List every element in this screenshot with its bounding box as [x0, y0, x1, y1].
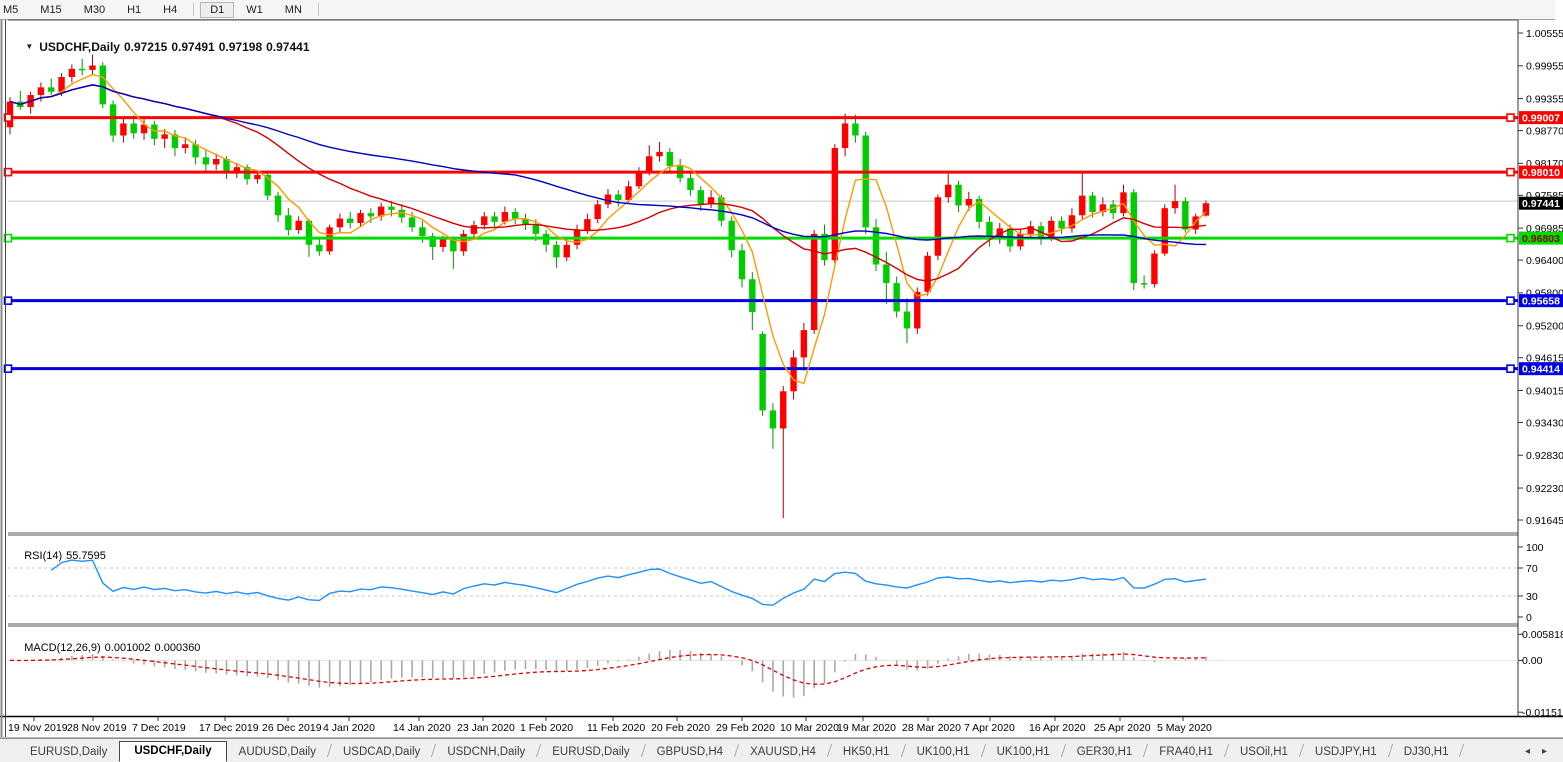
chart-tab-eurusd-daily[interactable]: EURUSD,Daily: [30, 746, 108, 758]
svg-text:0.91645: 0.91645: [1526, 515, 1563, 527]
timeframe-button-m15[interactable]: M15: [40, 3, 62, 16]
chart-tab-uk100-h1[interactable]: UK100,H1: [916, 746, 970, 758]
macd-signal-value: 0.000360: [154, 642, 201, 654]
svg-text:0.99355: 0.99355: [1526, 93, 1563, 105]
svg-text:0.99007: 0.99007: [1522, 112, 1560, 124]
macd-indicator-label: MACD(12,26,9) 0.001002 0.000360: [12, 630, 204, 666]
chart-tab-xauusd-h4[interactable]: XAUUSD,H4: [750, 746, 816, 758]
chart-symbol: USDCHF,Daily: [39, 40, 120, 54]
svg-text:17 Dec 2019: 17 Dec 2019: [199, 722, 259, 734]
svg-text:0.96803: 0.96803: [1522, 233, 1560, 245]
tab-scroll-arrows: ◂ ▸: [1525, 746, 1547, 757]
svg-text:20 Feb 2020: 20 Feb 2020: [651, 722, 710, 734]
macd-name: MACD(12,26,9): [24, 642, 101, 654]
timeframe-button-h1[interactable]: H1: [127, 3, 142, 16]
chart-tab-audusd-daily[interactable]: AUDUSD,Daily: [238, 746, 316, 758]
ohlc-open: 0.97215: [123, 40, 168, 54]
svg-text:28 Nov 2019: 28 Nov 2019: [67, 722, 127, 734]
chart-tab-eurusd-daily[interactable]: EURUSD,Daily: [552, 746, 630, 758]
svg-text:0.92230: 0.92230: [1526, 483, 1563, 495]
svg-text:0.95200: 0.95200: [1526, 321, 1563, 333]
chart-tab-bar: EURUSD,Daily USDCHF,Daily AUDUSD,Daily USDC…: [0, 738, 1563, 762]
ohlc-high: 0.97491: [171, 40, 215, 54]
svg-text:0.95658: 0.95658: [1522, 295, 1560, 307]
svg-text:23 Jan 2020: 23 Jan 2020: [457, 722, 515, 734]
svg-text:0.93430: 0.93430: [1526, 417, 1563, 429]
chart-tab-hk50-h1[interactable]: HK50,H1: [842, 746, 890, 758]
svg-text:0.98770: 0.98770: [1526, 125, 1563, 137]
svg-text:30: 30: [1526, 591, 1538, 603]
svg-text:16 Apr 2020: 16 Apr 2020: [1029, 722, 1086, 734]
timeframe-button-w1[interactable]: W1: [246, 3, 263, 16]
macd-main-value: 0.001002: [104, 642, 151, 654]
svg-text:19 Mar 2020: 19 Mar 2020: [837, 722, 896, 734]
svg-text:70: 70: [1526, 563, 1538, 575]
svg-text:0.97441: 0.97441: [1522, 198, 1560, 210]
chart-tab-ger30-h1[interactable]: GER30,H1: [1076, 746, 1133, 758]
chart-layers: 1.005550.999550.993550.987700.981700.975…: [0, 19, 1563, 738]
chart-tab-usdcnh-daily[interactable]: USDCNH,Daily: [447, 746, 526, 758]
svg-text:14 Jan 2020: 14 Jan 2020: [393, 722, 451, 734]
tab-scroll-right-icon[interactable]: ▸: [1541, 746, 1547, 757]
chart-tab-uk100-h1[interactable]: UK100,H1: [996, 746, 1050, 758]
svg-text:0.94015: 0.94015: [1526, 385, 1563, 397]
timeframe-button-m30[interactable]: M30: [83, 3, 106, 16]
rsi-indicator-label: RSI(14) 55.7595: [12, 538, 110, 574]
svg-text:0.99955: 0.99955: [1526, 61, 1563, 73]
chart-tab-fra40-h1[interactable]: FRA40,H1: [1159, 746, 1213, 758]
timeframe-button-d1[interactable]: D1: [200, 1, 235, 18]
svg-text:0.96400: 0.96400: [1526, 255, 1563, 267]
chart-tab-usdcad-daily[interactable]: USDCAD,Daily: [342, 746, 421, 758]
timeframe-button-mn[interactable]: MN: [284, 3, 302, 16]
chevron-down-icon: ▼: [25, 42, 34, 51]
svg-text:25 Apr 2020: 25 Apr 2020: [1094, 722, 1151, 734]
svg-text:7 Apr 2020: 7 Apr 2020: [964, 722, 1015, 734]
svg-text:4 Jan 2020: 4 Jan 2020: [323, 722, 375, 734]
svg-text:1 Feb 2020: 1 Feb 2020: [520, 722, 573, 734]
svg-text:29 Feb 2020: 29 Feb 2020: [716, 722, 775, 734]
chart-tab-usoil-h1[interactable]: USOil,H1: [1239, 746, 1288, 758]
svg-text:26 Dec 2019: 26 Dec 2019: [262, 722, 322, 734]
svg-text:11 Feb 2020: 11 Feb 2020: [587, 722, 645, 734]
svg-text:-0.011514: -0.011514: [1522, 707, 1563, 719]
svg-text:0.00: 0.00: [1522, 655, 1543, 667]
svg-text:0.005818: 0.005818: [1522, 629, 1563, 641]
tab-scroll-left-icon[interactable]: ◂: [1524, 746, 1530, 757]
rsi-value: 55.7595: [66, 550, 106, 562]
svg-text:0.94615: 0.94615: [1526, 352, 1563, 364]
svg-text:0.94414: 0.94414: [1522, 363, 1560, 375]
timeframe-button-h4[interactable]: H4: [163, 3, 178, 16]
svg-text:0.98010: 0.98010: [1522, 167, 1560, 179]
chart-tab-usdjpy-h1[interactable]: USDJPY,H1: [1314, 746, 1377, 758]
chart-tab-usdchf-daily[interactable]: USDCHF,Daily: [119, 741, 227, 762]
rsi-name: RSI(14): [24, 550, 63, 562]
chart-title: ▼ USDCHF,Daily 0.97215 0.97491 0.97198 0.9744…: [12, 26, 314, 68]
ohlc-low: 0.97198: [218, 40, 263, 54]
svg-text:100: 100: [1526, 542, 1544, 554]
price-chart-canvas[interactable]: 1.005550.999550.993550.987700.981700.975…: [0, 0, 1563, 740]
svg-text:1.00555: 1.00555: [1526, 28, 1563, 40]
chart-tab-dj30-h1[interactable]: DJ30,H1: [1403, 746, 1449, 758]
toolbar-separator: [317, 3, 319, 16]
ohlc-close: 0.97441: [266, 40, 310, 54]
timeframe-button-m5[interactable]: M5: [3, 3, 19, 16]
svg-text:28 Mar 2020: 28 Mar 2020: [902, 722, 961, 734]
svg-text:0: 0: [1526, 612, 1532, 624]
svg-text:0.92830: 0.92830: [1526, 450, 1563, 462]
svg-text:7 Dec 2019: 7 Dec 2019: [132, 722, 186, 734]
toolbar-separator: [193, 3, 195, 16]
svg-text:19 Nov 2019: 19 Nov 2019: [8, 722, 68, 734]
svg-text:10 Mar 2020: 10 Mar 2020: [780, 722, 839, 734]
chart-tab-gbpusd-h4[interactable]: GBPUSD,H4: [656, 746, 724, 758]
svg-text:5 May 2020: 5 May 2020: [1157, 722, 1212, 734]
